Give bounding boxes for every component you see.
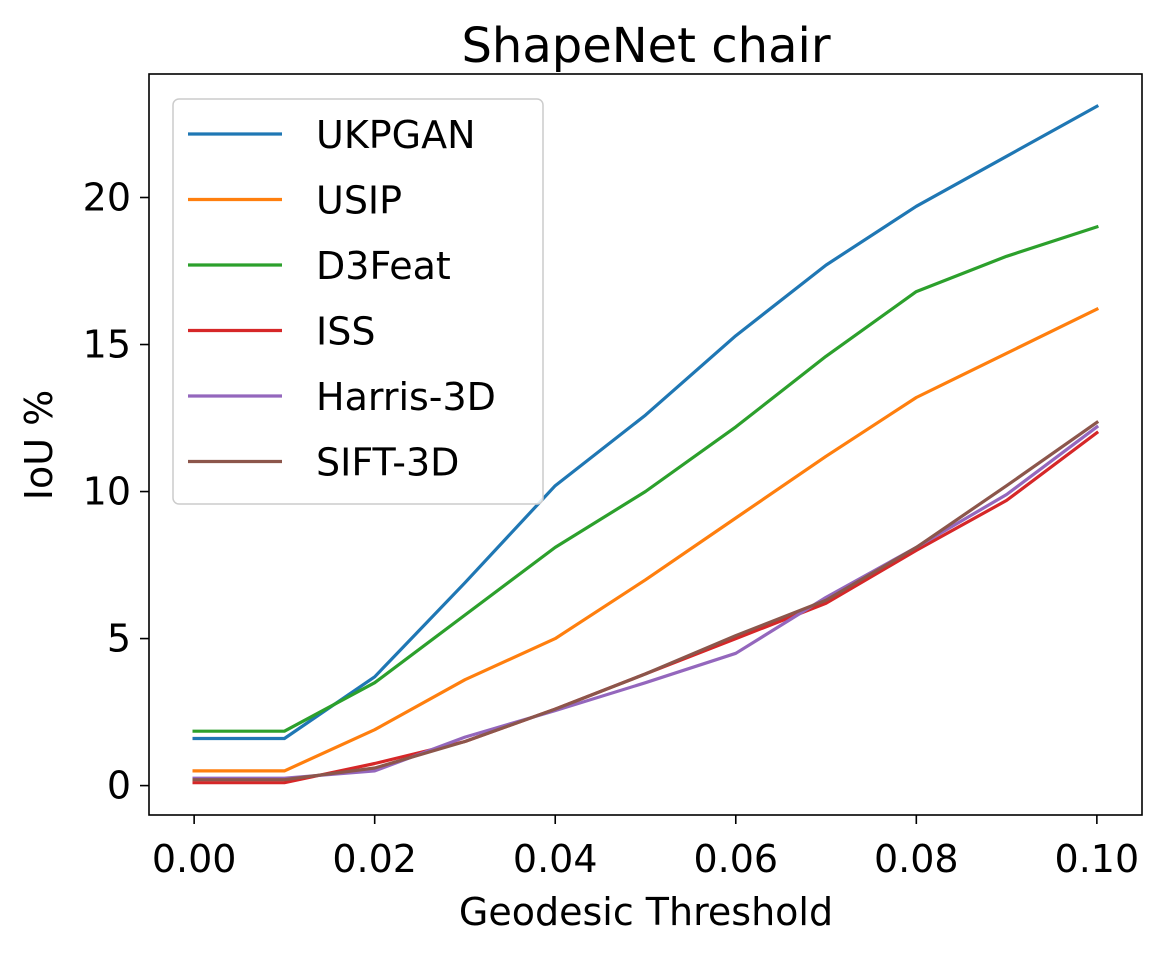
x-axis: 0.00 0.02 0.04 0.06 0.08 0.10	[152, 815, 1139, 881]
legend-label-harris-3d: Harris-3D	[316, 375, 496, 419]
legend: UKPGAN USIP D3Feat ISS Harris-3D SIFT-3D	[172, 98, 544, 505]
y-axis: 0 5 10 15 20	[83, 176, 149, 808]
x-tick-label: 0.02	[332, 837, 417, 881]
series-line-usip	[192, 307, 1100, 773]
y-tick-label: 10	[83, 470, 131, 514]
plot-frame	[148, 73, 1143, 816]
legend-label-ukpgan: UKPGAN	[316, 113, 476, 157]
x-tick-label: 0.08	[874, 837, 959, 881]
y-tick-label: 0	[107, 764, 131, 808]
y-tick-label: 20	[83, 176, 131, 220]
y-tick-label: 5	[107, 617, 131, 661]
chart-title: ShapeNet chair	[461, 18, 830, 74]
legend-label-iss: ISS	[316, 310, 375, 354]
x-tick-label: 0.04	[513, 837, 598, 881]
x-tick-label: 0.06	[693, 837, 778, 881]
series-line-d3feat	[192, 224, 1099, 733]
series-line-sift-3d	[192, 420, 1100, 782]
y-axis-label: IoU %	[17, 390, 61, 500]
x-tick-label: 0.10	[1055, 837, 1140, 881]
x-tick-label: 0.00	[152, 837, 237, 881]
legend-label-usip: USIP	[316, 179, 402, 223]
y-tick-label: 15	[83, 323, 131, 367]
series-layer	[192, 104, 1100, 785]
legend-label-d3feat: D3Feat	[316, 244, 451, 288]
x-axis-label: Geodesic Threshold	[459, 890, 833, 934]
legend-label-sift-3d: SIFT-3D	[316, 441, 459, 485]
